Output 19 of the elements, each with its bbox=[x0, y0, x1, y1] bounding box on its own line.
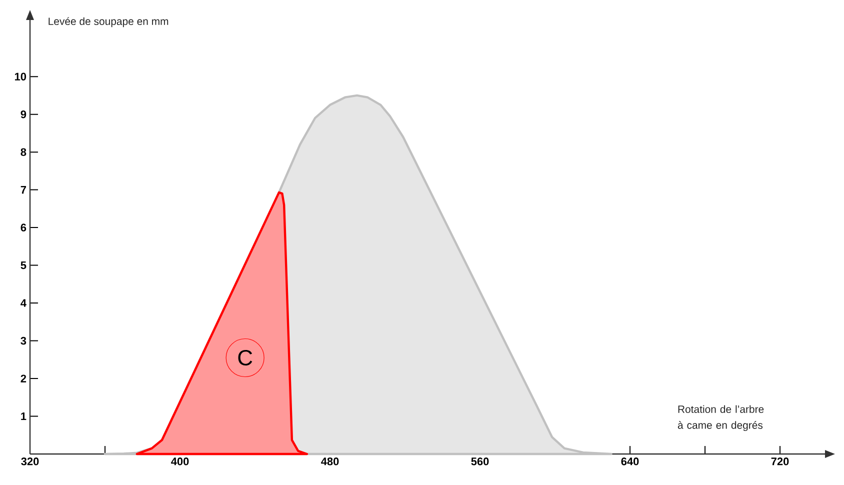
y-tick-label: 10 bbox=[14, 72, 26, 80]
annotation: C bbox=[238, 350, 252, 366]
y-tick-label: 8 bbox=[20, 148, 26, 156]
y-axis-title: Levée de soupape en mm bbox=[48, 17, 168, 28]
x-axis-title: Rotation de l’arbre à came en degrés bbox=[678, 405, 764, 431]
x-tick-label: 400 bbox=[171, 458, 189, 466]
x-tick-label: 640 bbox=[621, 458, 639, 466]
y-tick-label: 2 bbox=[20, 374, 26, 382]
y-tick-label: 9 bbox=[20, 110, 26, 118]
y-tick-label: 3 bbox=[20, 336, 26, 345]
y-tick-label: 5 bbox=[20, 261, 26, 270]
x-tick-label: 480 bbox=[321, 458, 339, 466]
x-tick-label: 560 bbox=[471, 458, 489, 466]
x-tick-label: 320 bbox=[21, 458, 39, 466]
y-tick-label: 6 bbox=[20, 224, 26, 232]
y-tick-label: 7 bbox=[20, 186, 26, 194]
y-tick-label: 1 bbox=[21, 412, 26, 420]
x-tick-label: 720 bbox=[771, 458, 789, 466]
y-tick-label: 4 bbox=[20, 299, 26, 307]
